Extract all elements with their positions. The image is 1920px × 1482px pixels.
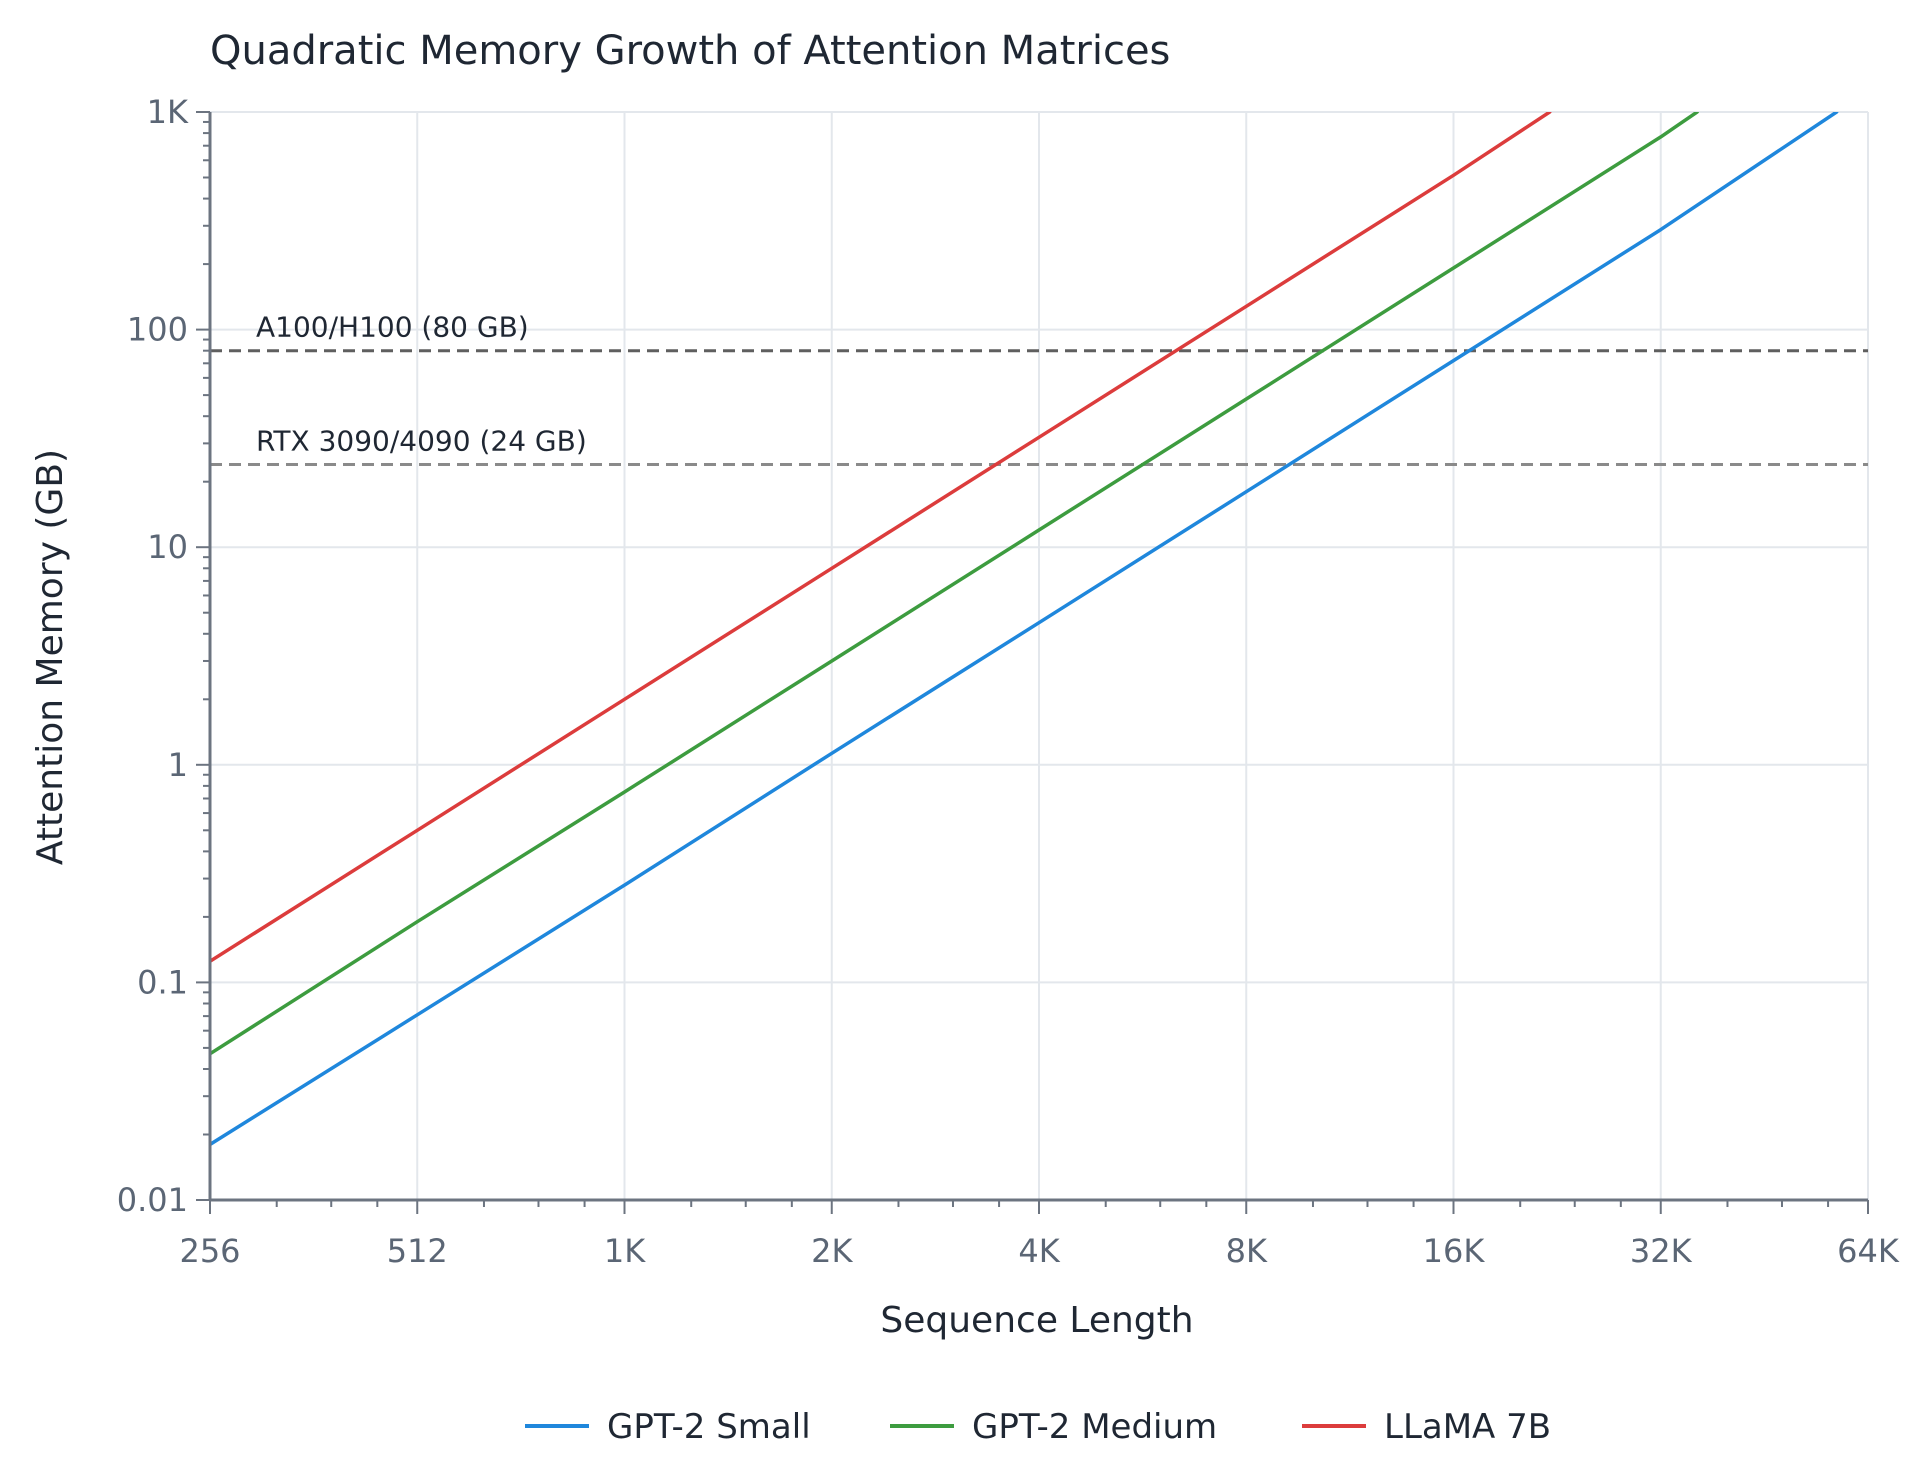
y-tick-label: 1 (168, 746, 188, 784)
y-axis-title: Attention Memory (GB) (30, 449, 71, 865)
x-tick-label: 512 (387, 1232, 448, 1270)
legend-label: GPT-2 Small (607, 1407, 811, 1447)
y-tick-label: 0.1 (137, 963, 188, 1001)
x-tick-label: 4K (1018, 1232, 1060, 1270)
x-axis-title: Sequence Length (880, 1300, 1193, 1341)
tick-labels: 256 512 1K 2K 4K 8K 16K 32K 64K 0.01 0.1 1 10 100 1K (117, 93, 1900, 1270)
series-line-llama-7b (210, 112, 1552, 964)
legend-label: LLaMA 7B (1384, 1407, 1551, 1447)
x-tick-label: 64K (1837, 1232, 1900, 1270)
chart-title: Quadratic Memory Growth of Attention Mat… (210, 28, 1170, 74)
x-tick-label: 1K (604, 1232, 646, 1270)
reference-line-label: RTX 3090/4090 (24 GB) (256, 424, 587, 457)
axes (196, 111, 1869, 1214)
x-tick-label: 2K (811, 1232, 853, 1270)
y-tick-label: 0.01 (117, 1181, 188, 1219)
y-tick-label: 10 (147, 528, 188, 566)
legend: GPT-2 Small GPT-2 Medium LLaMA 7B (525, 1407, 1551, 1447)
y-tick-label: 100 (127, 311, 188, 349)
legend-label: GPT-2 Medium (972, 1407, 1217, 1447)
series-line-gpt-2-medium (210, 112, 1699, 1056)
x-tick-label: 256 (179, 1232, 240, 1270)
x-tick-label: 32K (1630, 1232, 1693, 1270)
reference-lines: A100/H100 (80 GB) RTX 3090/4090 (24 GB) (210, 311, 1868, 466)
reference-line-label: A100/H100 (80 GB) (256, 311, 529, 344)
y-tick-label: 1K (147, 93, 189, 131)
x-tick-label: 16K (1423, 1232, 1486, 1270)
series-lines (210, 112, 1839, 1147)
x-tick-label: 8K (1226, 1232, 1268, 1270)
series-line-gpt-2-small (210, 112, 1839, 1147)
